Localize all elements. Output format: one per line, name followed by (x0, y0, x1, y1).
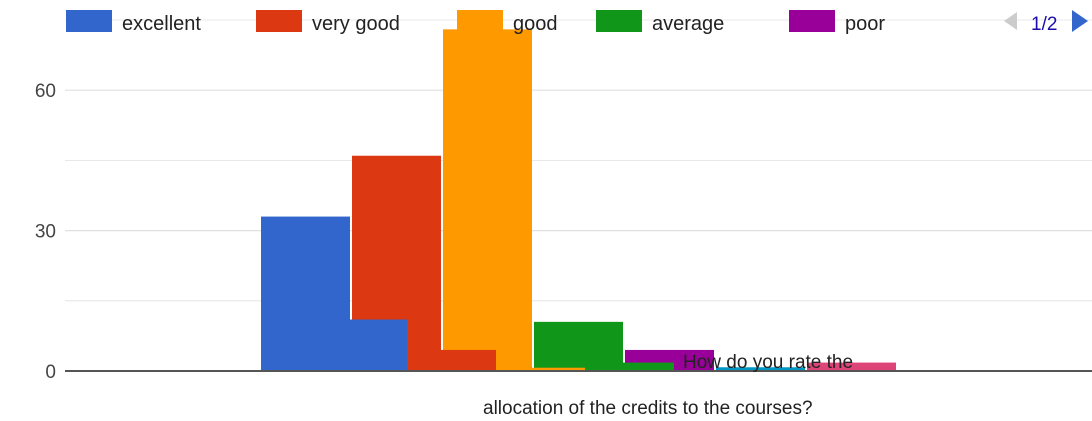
bar (807, 362, 896, 371)
y-tick-label: 0 (45, 362, 56, 383)
legend: excellent very good good average poor 1/2 (66, 10, 1088, 35)
category-label-line-1: How do you rate the (683, 352, 853, 373)
bars (261, 29, 896, 372)
legend-swatch (789, 10, 835, 32)
bar (443, 29, 532, 372)
bar (586, 362, 674, 371)
triangle-right-icon[interactable] (1072, 10, 1088, 32)
category-label: How do you rate the allocation of the cr… (483, 352, 853, 419)
legend-swatch (457, 10, 503, 32)
legend-swatch (256, 10, 302, 32)
legend-pager[interactable]: 1/2 (1004, 10, 1088, 35)
y-tick-label: 30 (35, 222, 56, 243)
bar (408, 349, 496, 371)
y-axis-ticks: 0 30 60 (35, 81, 56, 383)
bar (497, 367, 585, 371)
legend-swatch (596, 10, 642, 32)
y-tick-label: 60 (35, 81, 56, 102)
legend-label: average (652, 13, 724, 35)
legend-label: excellent (122, 13, 201, 35)
legend-label: good (513, 13, 558, 35)
legend-label: poor (845, 13, 885, 35)
legend-swatch (66, 10, 112, 32)
pager-label: 1/2 (1031, 14, 1057, 35)
bar (716, 367, 805, 371)
legend-label: very good (312, 13, 400, 35)
gridlines (65, 19, 1092, 302)
bar (319, 319, 407, 371)
category-label-line-2: allocation of the credits to the courses… (483, 398, 813, 419)
triangle-left-icon[interactable] (1004, 12, 1017, 30)
